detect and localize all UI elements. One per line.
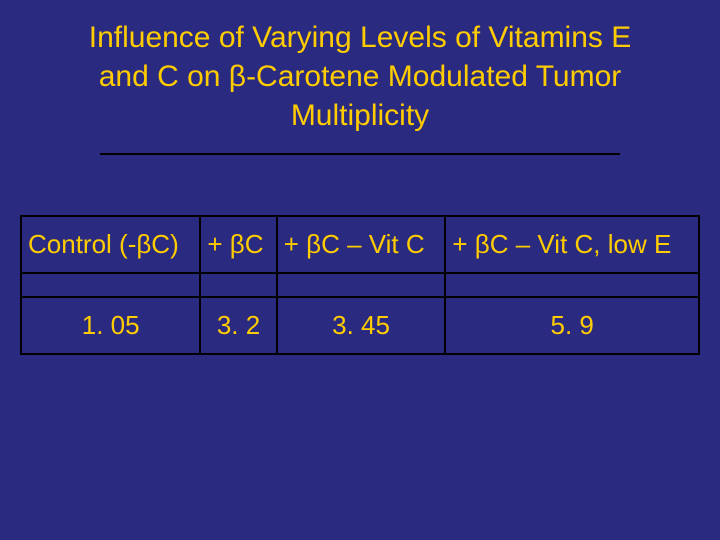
data-table-wrap: Control (-βC) + βC + βC – Vit C + βC – V… (20, 215, 700, 355)
col-header: + βC – Vit C, low E (445, 216, 699, 273)
col-header: + βC – Vit C (277, 216, 446, 273)
table-row: 1. 05 3. 2 3. 45 5. 9 (21, 297, 699, 354)
slide: Influence of Varying Levels of Vitamins … (0, 0, 720, 540)
cell: 1. 05 (21, 297, 200, 354)
cell: 3. 45 (277, 297, 446, 354)
slide-title: Influence of Varying Levels of Vitamins … (0, 0, 720, 145)
cell: 5. 9 (445, 297, 699, 354)
data-table: Control (-βC) + βC + βC – Vit C + βC – V… (20, 215, 700, 355)
table-spacer-row (21, 273, 699, 297)
table-header-row: Control (-βC) + βC + βC – Vit C + βC – V… (21, 216, 699, 273)
col-header: Control (-βC) (21, 216, 200, 273)
title-rule (100, 153, 620, 155)
col-header: + βC (200, 216, 276, 273)
cell: 3. 2 (200, 297, 276, 354)
